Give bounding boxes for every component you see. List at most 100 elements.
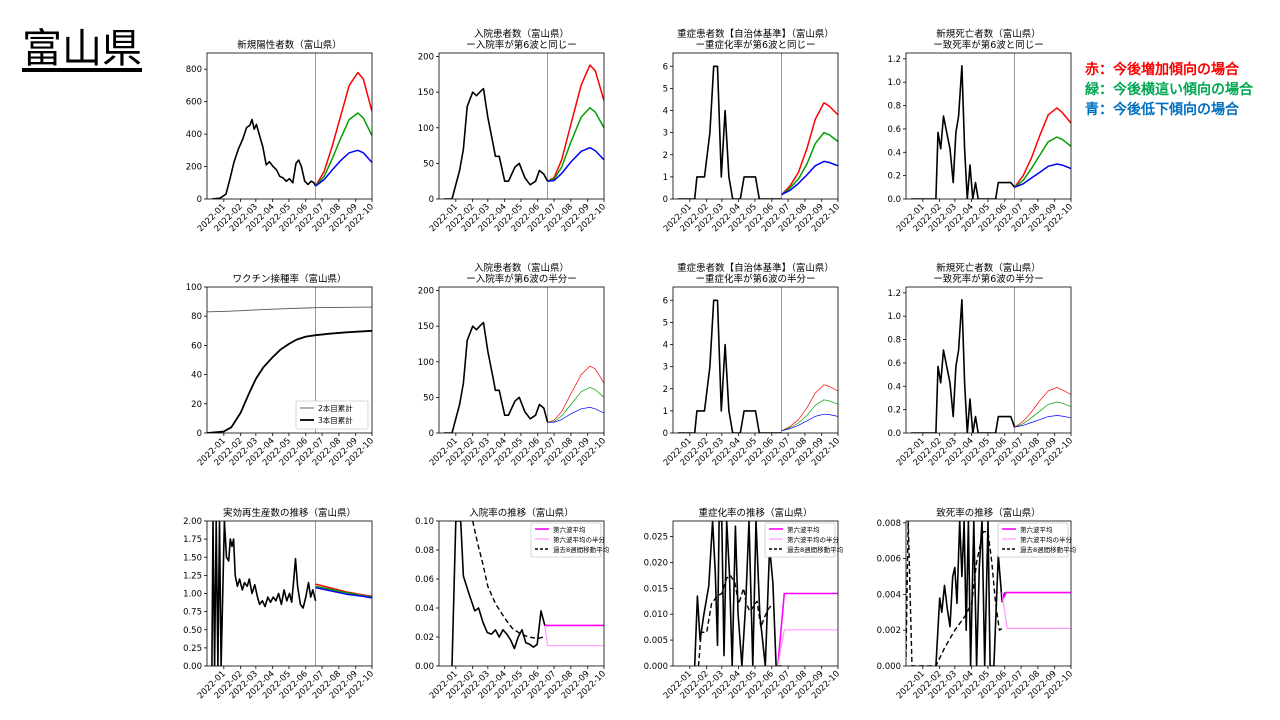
series-group <box>211 521 372 666</box>
series-observed <box>443 321 549 433</box>
series-group <box>677 65 838 199</box>
panel-inpatients-half: 入院患者数（富山県）ー入院率が第6波の半分ー0501001502002022-0… <box>418 262 608 468</box>
y-tick-label: 0.75 <box>183 608 202 618</box>
series-wave6 <box>777 592 838 666</box>
y-tick-label: 1 <box>663 173 668 183</box>
y-tick-label: 600 <box>186 98 202 108</box>
y-tick-label: 1.00 <box>183 590 202 600</box>
series-group <box>207 306 372 433</box>
legend-label: 2本目累計 <box>318 403 353 413</box>
chart-title: 重症患者数【自治体基準】（富山県） <box>677 262 834 274</box>
y-tick-label: 3 <box>663 129 668 139</box>
series-group <box>451 521 604 666</box>
series-group <box>910 298 1071 433</box>
series-flat <box>315 112 372 187</box>
chart-legend: 2本目累計 3本目累計 <box>295 400 369 430</box>
chart-title: 新規死亡者数（富山県） <box>936 262 1041 274</box>
y-tick-label: 1.25 <box>183 571 202 581</box>
series-observed <box>935 521 1006 666</box>
panel-rt: 実効再生産数の推移（富山県） 0.00 0.25 0.50 0.75 1.00 1.25 1.… <box>183 507 376 701</box>
y-tick-label: 0.000 <box>644 662 668 672</box>
y-tick-label: 0.08 <box>415 546 434 556</box>
y-tick-label: 80 <box>191 312 202 322</box>
panel-severe-half: 重症患者数【自治体基準】（富山県）ー重症化率が第6波の半分ー0123456202… <box>662 262 842 468</box>
series-observed <box>211 521 317 666</box>
y-tick-label: 1.2 <box>887 55 901 65</box>
series-decrease <box>1014 163 1071 188</box>
legend-label: 3本目累計 <box>318 415 353 425</box>
series-group <box>910 65 1071 199</box>
plot-frame <box>206 52 373 200</box>
y-tick-label: 0.010 <box>644 610 668 620</box>
y-tick-label: 1 <box>663 407 668 417</box>
series-group <box>443 321 604 433</box>
legend-frame <box>997 522 1069 558</box>
chart-title: 新規死亡者数（富山県） <box>936 28 1041 40</box>
chart-title: ー重症化率が第6波の半分ー <box>695 273 815 285</box>
series-decrease <box>547 146 604 182</box>
y-tick-label: 4 <box>663 107 668 117</box>
y-tick-label: 0.8 <box>887 102 901 112</box>
y-tick-label: 0 <box>197 429 202 439</box>
panel-death-rate: 致死率の推移（富山県）0.0000.0020.0040.0060.0082022… <box>877 507 1077 701</box>
panel-deaths-same: 新規死亡者数（富山県）ー致死率が第6波と同じー 0.0 0.2 0.4 0.6 0.8 1.… <box>887 28 1075 234</box>
series-increase <box>1013 107 1071 188</box>
plot-frame <box>672 520 839 667</box>
series-observed <box>910 65 1016 199</box>
chart-title: ワクチン接種率（富山県） <box>232 273 346 285</box>
series-flat <box>547 107 604 182</box>
y-tick-label: 50 <box>423 393 434 403</box>
series-group <box>693 521 838 666</box>
y-tick-label: 6 <box>663 62 668 72</box>
series-observed <box>451 521 548 666</box>
y-tick-label: 0.4 <box>887 148 901 158</box>
legend-label: 第六波平均の半分 <box>787 535 840 544</box>
y-tick-label: 0.10 <box>415 517 434 527</box>
y-tick-label: 100 <box>418 358 434 368</box>
chart-title: 新規陽性者数（富山県） <box>237 39 342 51</box>
y-tick-label: 0.04 <box>415 604 434 614</box>
series-decrease <box>547 407 604 423</box>
plot-frame <box>905 520 1072 667</box>
y-tick-label: 0.02 <box>415 633 434 643</box>
panel-severe-same: 重症患者数【自治体基準】（富山県）ー重症化率が第6波と同じー0123456202… <box>662 28 842 234</box>
panel-inpatients-same: 入院患者数（富山県）ー入院率が第6波と同じー0501001502002022-0… <box>418 28 608 234</box>
y-tick-label: 50 <box>423 159 434 169</box>
series-group <box>211 71 372 199</box>
legend-label: 第六波平均の半分 <box>553 535 606 544</box>
panel-new-cases: 新規陽性者数（富山県）02004006008002022-012022-0220… <box>186 39 376 234</box>
y-tick-label: 2 <box>663 385 668 395</box>
page-title: 富山県 <box>22 26 142 72</box>
y-tick-label: 200 <box>418 287 434 297</box>
y-tick-label: 0 <box>429 429 434 439</box>
series-flat <box>1014 401 1071 428</box>
y-tick-label: 1.2 <box>887 289 901 299</box>
y-tick-label: 0.00 <box>415 662 434 672</box>
series-increase <box>547 365 604 423</box>
series-ma8 <box>697 574 773 666</box>
y-tick-label: 0.4 <box>887 382 901 392</box>
y-tick-label: 0.50 <box>183 626 202 636</box>
y-tick-label: 0.006 <box>877 555 901 565</box>
series-increase <box>547 64 604 182</box>
y-tick-label: 100 <box>418 124 434 134</box>
y-tick-label: 100 <box>186 283 202 293</box>
scenario-legend: 赤：今後増加傾向の場合 緑：今後横這い傾向の場合 青：今後低下傾向の場合 <box>1085 60 1253 120</box>
series-observed <box>677 65 782 199</box>
chart-title: ー入院率が第6波と同じー <box>466 39 577 51</box>
plot-frame <box>905 52 1072 200</box>
y-tick-label: 40 <box>191 371 202 381</box>
y-tick-label: 0.25 <box>183 644 202 654</box>
panel-vaccination: ワクチン接種率（富山県）0204060801002022-012022-0220… <box>186 273 376 468</box>
series-group <box>443 64 604 199</box>
y-tick-label: 0.005 <box>644 636 668 646</box>
plot-frame <box>206 520 373 667</box>
series-dose2 <box>207 306 372 313</box>
series-decrease <box>781 160 838 196</box>
plot-frame <box>672 52 839 200</box>
series-flat <box>781 131 838 196</box>
series-wave6_half <box>544 625 604 647</box>
plot-frame <box>672 286 839 434</box>
